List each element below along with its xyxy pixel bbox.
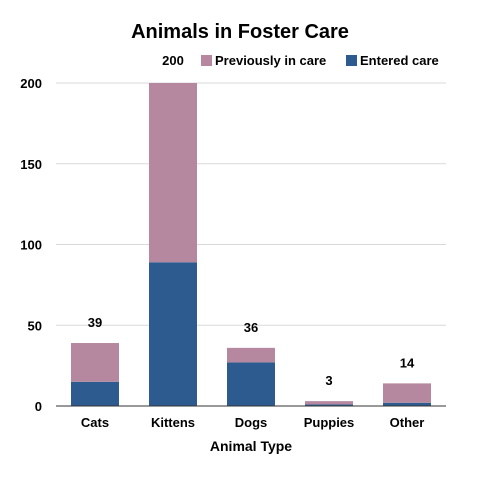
gridlines bbox=[56, 82, 446, 326]
x-tick-label-dogs: Dogs bbox=[235, 415, 268, 430]
y-tick-label: 50 bbox=[28, 318, 42, 333]
y-tick-label: 200 bbox=[20, 76, 42, 91]
x-tick-label-other: Other bbox=[390, 415, 425, 430]
legend-swatch-entered-care bbox=[346, 55, 357, 66]
bar-entered-care-dogs bbox=[227, 362, 275, 406]
bar-previously-in-care-other bbox=[383, 383, 431, 403]
bar-previously-in-care-kittens bbox=[149, 83, 197, 263]
bar-entered-care-puppies bbox=[305, 404, 353, 406]
y-tick-label: 150 bbox=[20, 157, 42, 172]
x-tick-label-kittens: Kittens bbox=[151, 415, 195, 430]
chart-title: Animals in Foster Care bbox=[131, 21, 349, 43]
bar-previously-in-care-cats bbox=[71, 343, 119, 382]
bar-entered-care-other bbox=[383, 402, 431, 406]
total-label-cats: 39 bbox=[88, 315, 102, 330]
bars bbox=[71, 83, 431, 406]
total-labels: 39 200 36 3 14 bbox=[88, 53, 415, 388]
total-label-puppies: 3 bbox=[325, 373, 332, 388]
legend-label-entered-care: Entered care bbox=[360, 53, 439, 68]
x-axis-title: Animal Type bbox=[210, 438, 292, 454]
bar-previously-in-care-puppies bbox=[305, 401, 353, 405]
legend-label-previously-in-care: Previously in care bbox=[215, 53, 326, 68]
bar-previously-in-care-dogs bbox=[227, 347, 275, 363]
legend-swatch-previously-in-care bbox=[201, 55, 212, 66]
total-label-dogs: 36 bbox=[244, 320, 258, 335]
total-label-kittens: 200 bbox=[162, 53, 184, 68]
y-tick-label: 100 bbox=[20, 238, 42, 253]
x-tick-label-puppies: Puppies bbox=[304, 415, 355, 430]
x-tick-label-cats: Cats bbox=[81, 415, 109, 430]
bar-entered-care-cats bbox=[71, 381, 119, 406]
legend: Previously in care Entered care bbox=[201, 53, 439, 68]
bar-entered-care-kittens bbox=[149, 262, 197, 406]
y-tick-label: 0 bbox=[35, 399, 42, 414]
y-axis-ticks: 0 50 100 150 200 bbox=[20, 76, 42, 414]
total-label-other: 14 bbox=[400, 355, 415, 370]
x-axis-ticks: Cats Kittens Dogs Puppies Other bbox=[81, 415, 424, 430]
